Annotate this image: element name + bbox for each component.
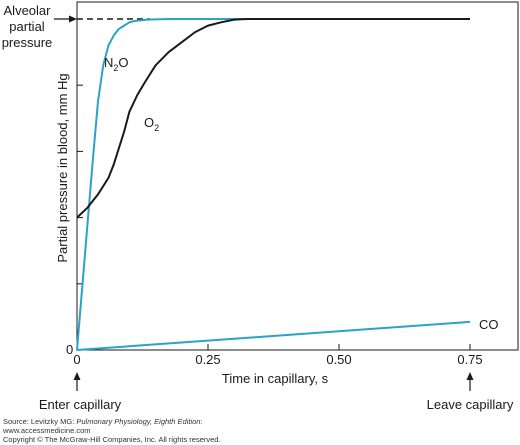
x-axis-label: Time in capillary, s (222, 371, 329, 386)
alveolar-label: Alveolar partial pressure (2, 3, 53, 50)
x-tick-label: 0.75 (457, 352, 482, 367)
enter-capillary-label: Enter capillary (39, 397, 122, 412)
x-tick-label: 0.50 (326, 352, 351, 367)
source-line: Source: Levitzky MG: Pulmonary Physiolog… (3, 417, 203, 426)
series-line-n2o (76, 18, 470, 351)
alveolar-label-line-2: partial (9, 19, 45, 34)
y-zero-label: 0 (66, 342, 73, 357)
source-prefix: Source: Levitzky MG: (3, 417, 76, 426)
plot-frame (76, 1, 519, 351)
series-label-co: CO (479, 317, 499, 332)
alveolar-label-line-3: pressure (2, 35, 53, 50)
series-group: N2O O2 CO (76, 18, 499, 351)
alveolar-label-line-1: Alveolar (4, 3, 52, 18)
y-axis-label: Partial pressure in blood, mm Hg (55, 73, 70, 262)
x-tick-label: 0.25 (195, 352, 220, 367)
series-label-o2: O2 (144, 115, 159, 133)
series-line-co (76, 320, 471, 351)
alveolar-arrowhead (69, 15, 77, 23)
copyright: Copyright © The McGraw-Hill Companies, I… (3, 435, 221, 444)
source-url: www.accessmedicine.com (2, 426, 91, 435)
x-tick-label: 0 (73, 352, 80, 367)
source-title: Pulmonary Physiology, Eighth Edition (76, 417, 200, 426)
source-suffix: : (200, 417, 202, 426)
ticks: 0 0.25 0.50 0.75 (73, 18, 483, 367)
leave-arrowhead (466, 372, 474, 380)
leave-capillary-label: Leave capillary (427, 397, 514, 412)
series-line-o2 (76, 18, 470, 219)
series-label-n2o: N2O (104, 55, 129, 73)
enter-arrowhead (73, 372, 81, 380)
